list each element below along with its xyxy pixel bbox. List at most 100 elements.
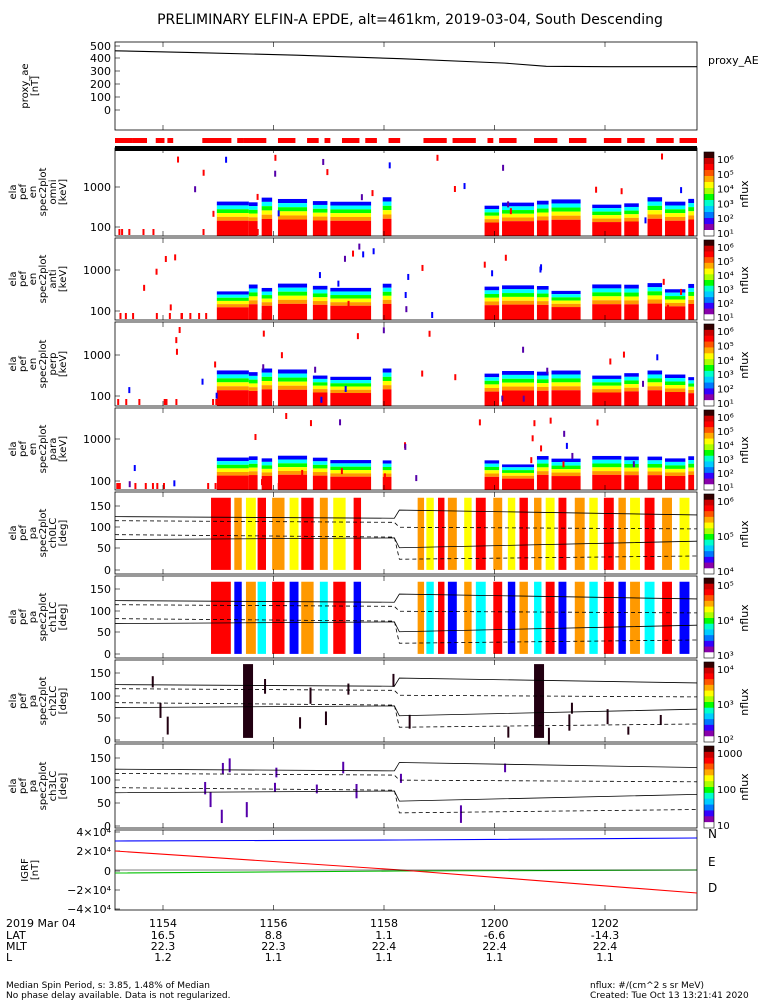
spectrogram-pixel xyxy=(453,185,456,192)
spectrogram-block xyxy=(664,461,686,466)
spectrogram-pixel xyxy=(215,392,218,399)
spectrogram-block xyxy=(592,215,622,219)
spectrogram-block xyxy=(688,475,695,490)
colorbar-tick-label: 10⁵ xyxy=(717,341,734,352)
colorbar-segment xyxy=(704,746,714,753)
colorbar-tick-label: 10⁴ xyxy=(717,271,734,282)
spectrogram-block xyxy=(312,468,328,473)
loss-cone-lower xyxy=(114,790,698,802)
spectrogram-block xyxy=(382,376,392,381)
panel-en_para: 1000 100 ela pef en spec2plot para [keV] 10⁶ 10⁵ 1… xyxy=(8,407,751,494)
spectrogram-block xyxy=(312,475,328,490)
pa-pixel xyxy=(220,809,223,824)
loss-cone-upper xyxy=(114,509,698,519)
y-tick-label: 150 xyxy=(90,500,111,513)
spectrogram-block xyxy=(592,292,622,297)
panel-igrf: 4×10⁴ 2×10⁴ 0 −2×10⁴ −4×10⁴ IGRF [nT] NED xyxy=(20,826,717,916)
spectrogram-block xyxy=(261,472,273,476)
colorbar-segment xyxy=(704,781,714,788)
colorbar-frame xyxy=(703,745,715,829)
spectrogram-block xyxy=(688,471,695,476)
colorbar-segment xyxy=(704,556,714,564)
colorbar-segment xyxy=(704,763,714,770)
spectrogram-pixel xyxy=(502,164,505,171)
spectrogram-pixel xyxy=(540,264,543,271)
spectrogram-block xyxy=(502,206,535,211)
colorbar-label: nflux xyxy=(738,773,751,801)
pa-block xyxy=(211,581,231,654)
spectrogram-block xyxy=(551,458,581,463)
spectrogram-pixel xyxy=(549,417,552,424)
y-tick-label: 100 xyxy=(90,690,111,703)
spectrogram-block xyxy=(647,295,663,300)
colorbar-segment xyxy=(704,432,714,440)
spectrogram-block xyxy=(647,390,663,406)
spectrogram-block xyxy=(216,304,249,308)
spectrogram-block xyxy=(261,381,273,386)
pa-pixel xyxy=(315,784,318,794)
igrf-legend-E: E xyxy=(708,855,716,869)
colorbar-segment xyxy=(704,775,714,782)
y-tick-label: 50 xyxy=(97,797,111,810)
colorbar-segment xyxy=(704,158,714,165)
spectrogram-block xyxy=(688,295,695,300)
colorbar-segment xyxy=(704,810,714,817)
spectrogram-block xyxy=(330,295,372,299)
spectrogram-block xyxy=(502,478,535,490)
spectrogram-block xyxy=(484,301,500,306)
y-tick-label: 100 xyxy=(90,305,111,318)
pa-pixel xyxy=(245,802,248,818)
colorbar-segment xyxy=(704,505,714,512)
availability-segment xyxy=(603,138,622,143)
y-axis-label: pa xyxy=(28,527,39,539)
spectrogram-pixel xyxy=(318,272,321,279)
spectrogram-block xyxy=(261,468,273,473)
spectrogram-block xyxy=(216,378,249,383)
spectrogram-block xyxy=(688,386,695,390)
spectrogram-pixel xyxy=(362,251,365,258)
spectrogram-pixel xyxy=(509,208,512,215)
y-axis-label: ch2LC xyxy=(48,686,59,717)
colorbar-segment xyxy=(704,736,714,743)
spectrogram-block xyxy=(484,286,500,291)
spectrogram-pixel xyxy=(522,346,525,353)
y-tick-label: 100 xyxy=(90,91,111,104)
spectrogram-block xyxy=(536,371,549,376)
spectrogram-block xyxy=(502,213,535,218)
spectrogram-block xyxy=(647,464,663,468)
spectrogram-block xyxy=(216,468,249,472)
spectrogram-block xyxy=(688,393,695,406)
spectrogram-block xyxy=(624,296,639,301)
colorbar-tick-label: 10³ xyxy=(717,700,734,711)
spectrogram-block xyxy=(647,467,663,472)
spectrogram-pixel xyxy=(143,284,146,291)
spectrogram-block xyxy=(647,460,663,465)
spectrogram-block xyxy=(664,385,686,389)
colorbar-segment xyxy=(704,427,714,434)
spectrogram-block xyxy=(592,378,622,383)
spectrogram-block xyxy=(688,467,695,472)
colorbar-tick-label: 10⁶ xyxy=(717,413,734,424)
spectrogram-block xyxy=(624,304,639,320)
spectrogram-block xyxy=(624,380,639,385)
spectrogram-block xyxy=(536,293,549,298)
spectrogram-block xyxy=(248,379,258,384)
spectrogram-block xyxy=(261,295,273,299)
spectrogram-block xyxy=(216,294,249,298)
spectrogram-pixel xyxy=(371,190,374,197)
spectrogram-pixel xyxy=(383,473,386,480)
y-axis-label: pef xyxy=(18,525,29,542)
pa-block xyxy=(289,581,299,654)
colorbar-segment xyxy=(704,212,714,219)
spectrogram-block xyxy=(312,464,328,469)
spectrogram-block xyxy=(592,474,622,490)
spectrogram-block xyxy=(248,288,258,293)
spectrogram-block xyxy=(551,294,581,298)
spectrogram-block xyxy=(382,210,392,215)
spectrogram-block xyxy=(484,380,500,385)
y-axis-label: en xyxy=(28,358,39,371)
y-tick-label: −2×10⁴ xyxy=(67,884,111,897)
spectrogram-block xyxy=(277,373,308,378)
pa-block xyxy=(545,497,555,570)
